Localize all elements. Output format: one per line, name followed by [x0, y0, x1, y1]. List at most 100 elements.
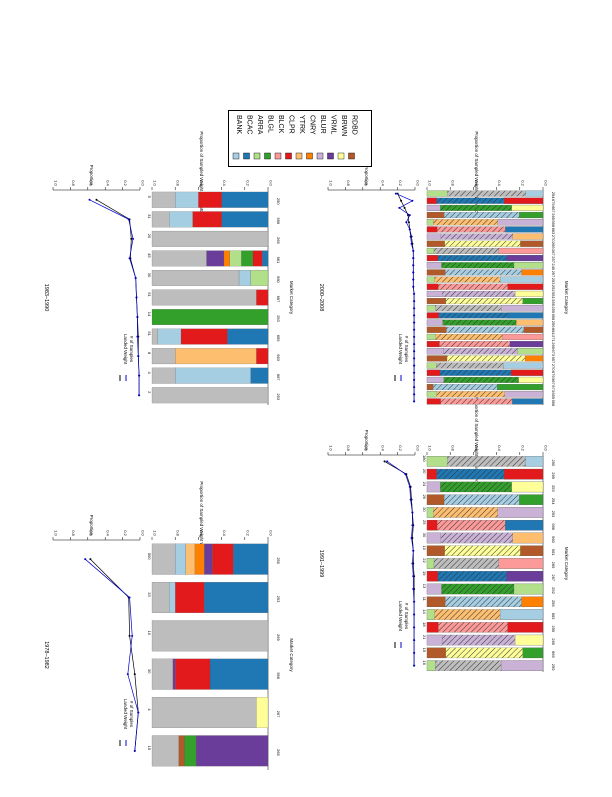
category-tick-label: 259 [551, 321, 556, 328]
category-tick-label: 253 [551, 511, 556, 518]
line-axis-tick-label: 1.0 [54, 180, 59, 186]
n-samples-series-point [412, 549, 415, 552]
n-samples-series-point [410, 536, 413, 539]
n-samples-series-point [409, 235, 412, 238]
bar-segment-blur [504, 391, 544, 398]
line-axis-label: Proportion [89, 515, 94, 536]
line-axis-tick-label: 0.6 [88, 530, 93, 536]
bar-segment-other [151, 348, 176, 365]
bar-segment-other [151, 211, 170, 228]
n-samples-series-point [126, 673, 129, 676]
bar-segment-brwn [511, 481, 544, 493]
bar-segment-arra [426, 362, 437, 369]
bar-segment-blur [501, 660, 544, 671]
bar-axis-tick-label: 0.8 [176, 180, 181, 186]
category-tick-label: 269 [551, 213, 556, 220]
bar-segment-bank [169, 582, 176, 613]
panel-2: 1983–1990 1.0 0.8 0.6 0.4 0.2 0.0 Proportion Lan… [43, 131, 294, 405]
category-tick-label: 270 [551, 235, 556, 242]
bar-segment-other [151, 367, 176, 384]
bar-segment-bcac [233, 543, 269, 575]
bar-segment-bcac [505, 226, 544, 233]
bar-axis-tick-label: 0.4 [497, 445, 502, 451]
category-tick-label: 253 [276, 393, 281, 400]
category-tick-label: 257 [551, 256, 556, 263]
bar-axis-tick-label: 0.2 [245, 180, 250, 186]
sample-count-label: 14 [147, 312, 152, 317]
panel-title: 1991–1999 [318, 550, 324, 578]
bar-axis-tick-label: 0.4 [497, 180, 502, 186]
bar-axis-tick-label: 1.0 [153, 180, 158, 186]
legend-label-arra: ARRA [256, 115, 263, 135]
category-tick-label: 956 [551, 400, 556, 407]
sample-count-label: 15 [422, 648, 427, 653]
bar-segment-rdbd [178, 735, 185, 767]
line-axis-label: Proportion [364, 165, 369, 186]
panel-title: 1983–1990 [43, 284, 49, 312]
sample-count-label: 8 [147, 352, 152, 355]
bar-axis-label: Proportion of Sampled Weight Within MCAT [474, 396, 479, 484]
category-tick-label: 265 [551, 638, 556, 645]
sample-count-label: 10 [422, 546, 427, 551]
bar-segment-rdbd [426, 326, 447, 333]
bar-segment-other [151, 697, 257, 728]
category-tick-label: 267 [551, 574, 556, 581]
line-axis-tick-label: 0.2 [123, 180, 128, 186]
bar-segment-blgl [151, 309, 269, 325]
bar-segment-rdbd [520, 240, 544, 247]
legend-label-blck: BLCK [277, 115, 284, 134]
bar-segment-vrml [506, 571, 544, 582]
n-samples-series-point [413, 639, 416, 642]
sample-count-label: 30 [147, 273, 152, 278]
bar-axis-tick-label: 0.4 [222, 530, 227, 536]
sample-count-label: 20 [422, 469, 427, 474]
category-tick-label: 961 [276, 257, 281, 264]
bar-segment-bank [525, 190, 544, 197]
bar-axis-tick-label: 0.8 [176, 530, 181, 536]
bar-segment-blck [498, 558, 544, 569]
bar-segment-cnry [194, 543, 205, 575]
sample-count-label: 20 [147, 234, 152, 239]
sample-count-label: 25 [422, 520, 427, 525]
panel-title: 2000–2008 [318, 284, 324, 312]
n-samples-series-point [412, 285, 415, 288]
line-axis-tick-label: 0.4 [381, 180, 386, 186]
bar-segment-blur [426, 532, 442, 544]
species-legend: BANK BCAC ARRA BLGL BLCK CLPR YTRK CNRY BLUR VRML… [228, 110, 372, 167]
n-samples-series-point [413, 350, 416, 353]
category-tick-label: 252 [551, 285, 556, 292]
legend-swatch-ytrk [295, 152, 303, 160]
bar-segment-blur [426, 634, 443, 646]
sample-count-label: 16 [422, 660, 427, 665]
line-legend: Landed Weight # of Samples [394, 334, 409, 381]
landed-weight-legend-label: Landed Weight [123, 699, 128, 730]
n-samples-legend-label: # of Samples [129, 701, 134, 728]
sample-count-label: 2 [147, 391, 152, 394]
n-samples-series-point [411, 562, 414, 565]
bar-segment-other [151, 191, 176, 208]
legend-swatch-blck [274, 152, 282, 160]
n-samples-series [84, 558, 139, 751]
n-samples-series-point [128, 257, 131, 260]
bar-segment-arra [426, 456, 448, 467]
category-tick-label: 659 [551, 392, 556, 399]
category-tick-label: 254 [551, 498, 556, 505]
n-samples-series-point [410, 242, 413, 245]
sample-count-label: 21 [422, 635, 427, 640]
bar-segment-blgl [184, 735, 197, 767]
legend-swatch-blgl [264, 152, 271, 160]
bar-segment-blur [426, 319, 443, 326]
bar-segment-blur [501, 305, 544, 312]
bar-segment-arra [250, 270, 269, 286]
panel-3: 1991–1999 1.0 0.8 0.6 0.4 0.2 0.0 Proportion Lan… [318, 396, 569, 672]
bar-segment-ytrk [512, 532, 544, 544]
line-axis-tick-label: 0.4 [106, 530, 111, 536]
line-axis-label: Proportion [89, 165, 94, 186]
bar-segment-clpr [256, 348, 269, 365]
bar-segment-arra [513, 583, 544, 595]
bar-segment-clpr [192, 211, 222, 228]
bar-segment-blgl [241, 250, 254, 267]
bar-segment-arra [426, 333, 436, 340]
n-samples-series-point [413, 292, 416, 295]
bar-segment-rdbd [426, 298, 446, 305]
